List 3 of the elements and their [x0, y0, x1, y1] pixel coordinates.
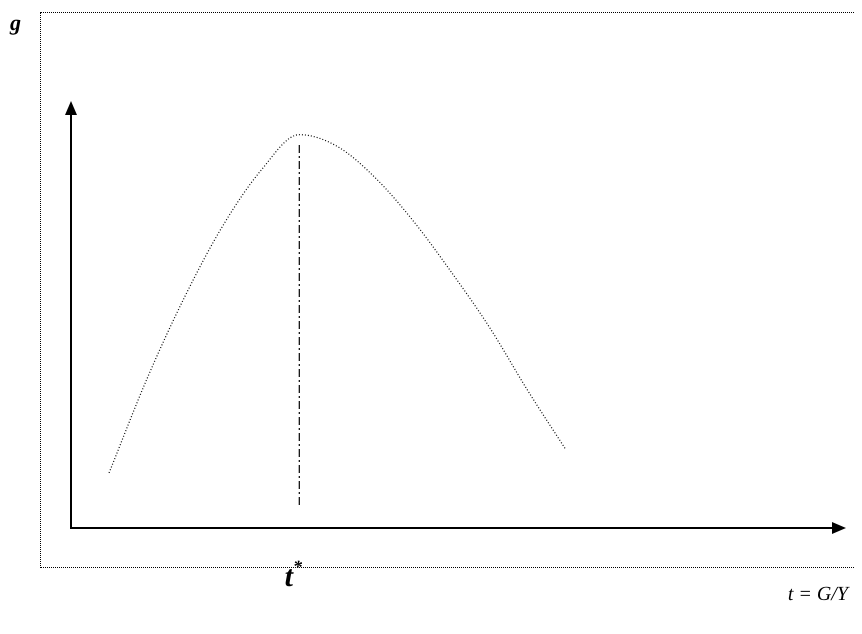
text: t*: [284, 556, 303, 593]
x-axis-title: t = G/Y: [788, 583, 850, 605]
text: g: [9, 10, 21, 35]
